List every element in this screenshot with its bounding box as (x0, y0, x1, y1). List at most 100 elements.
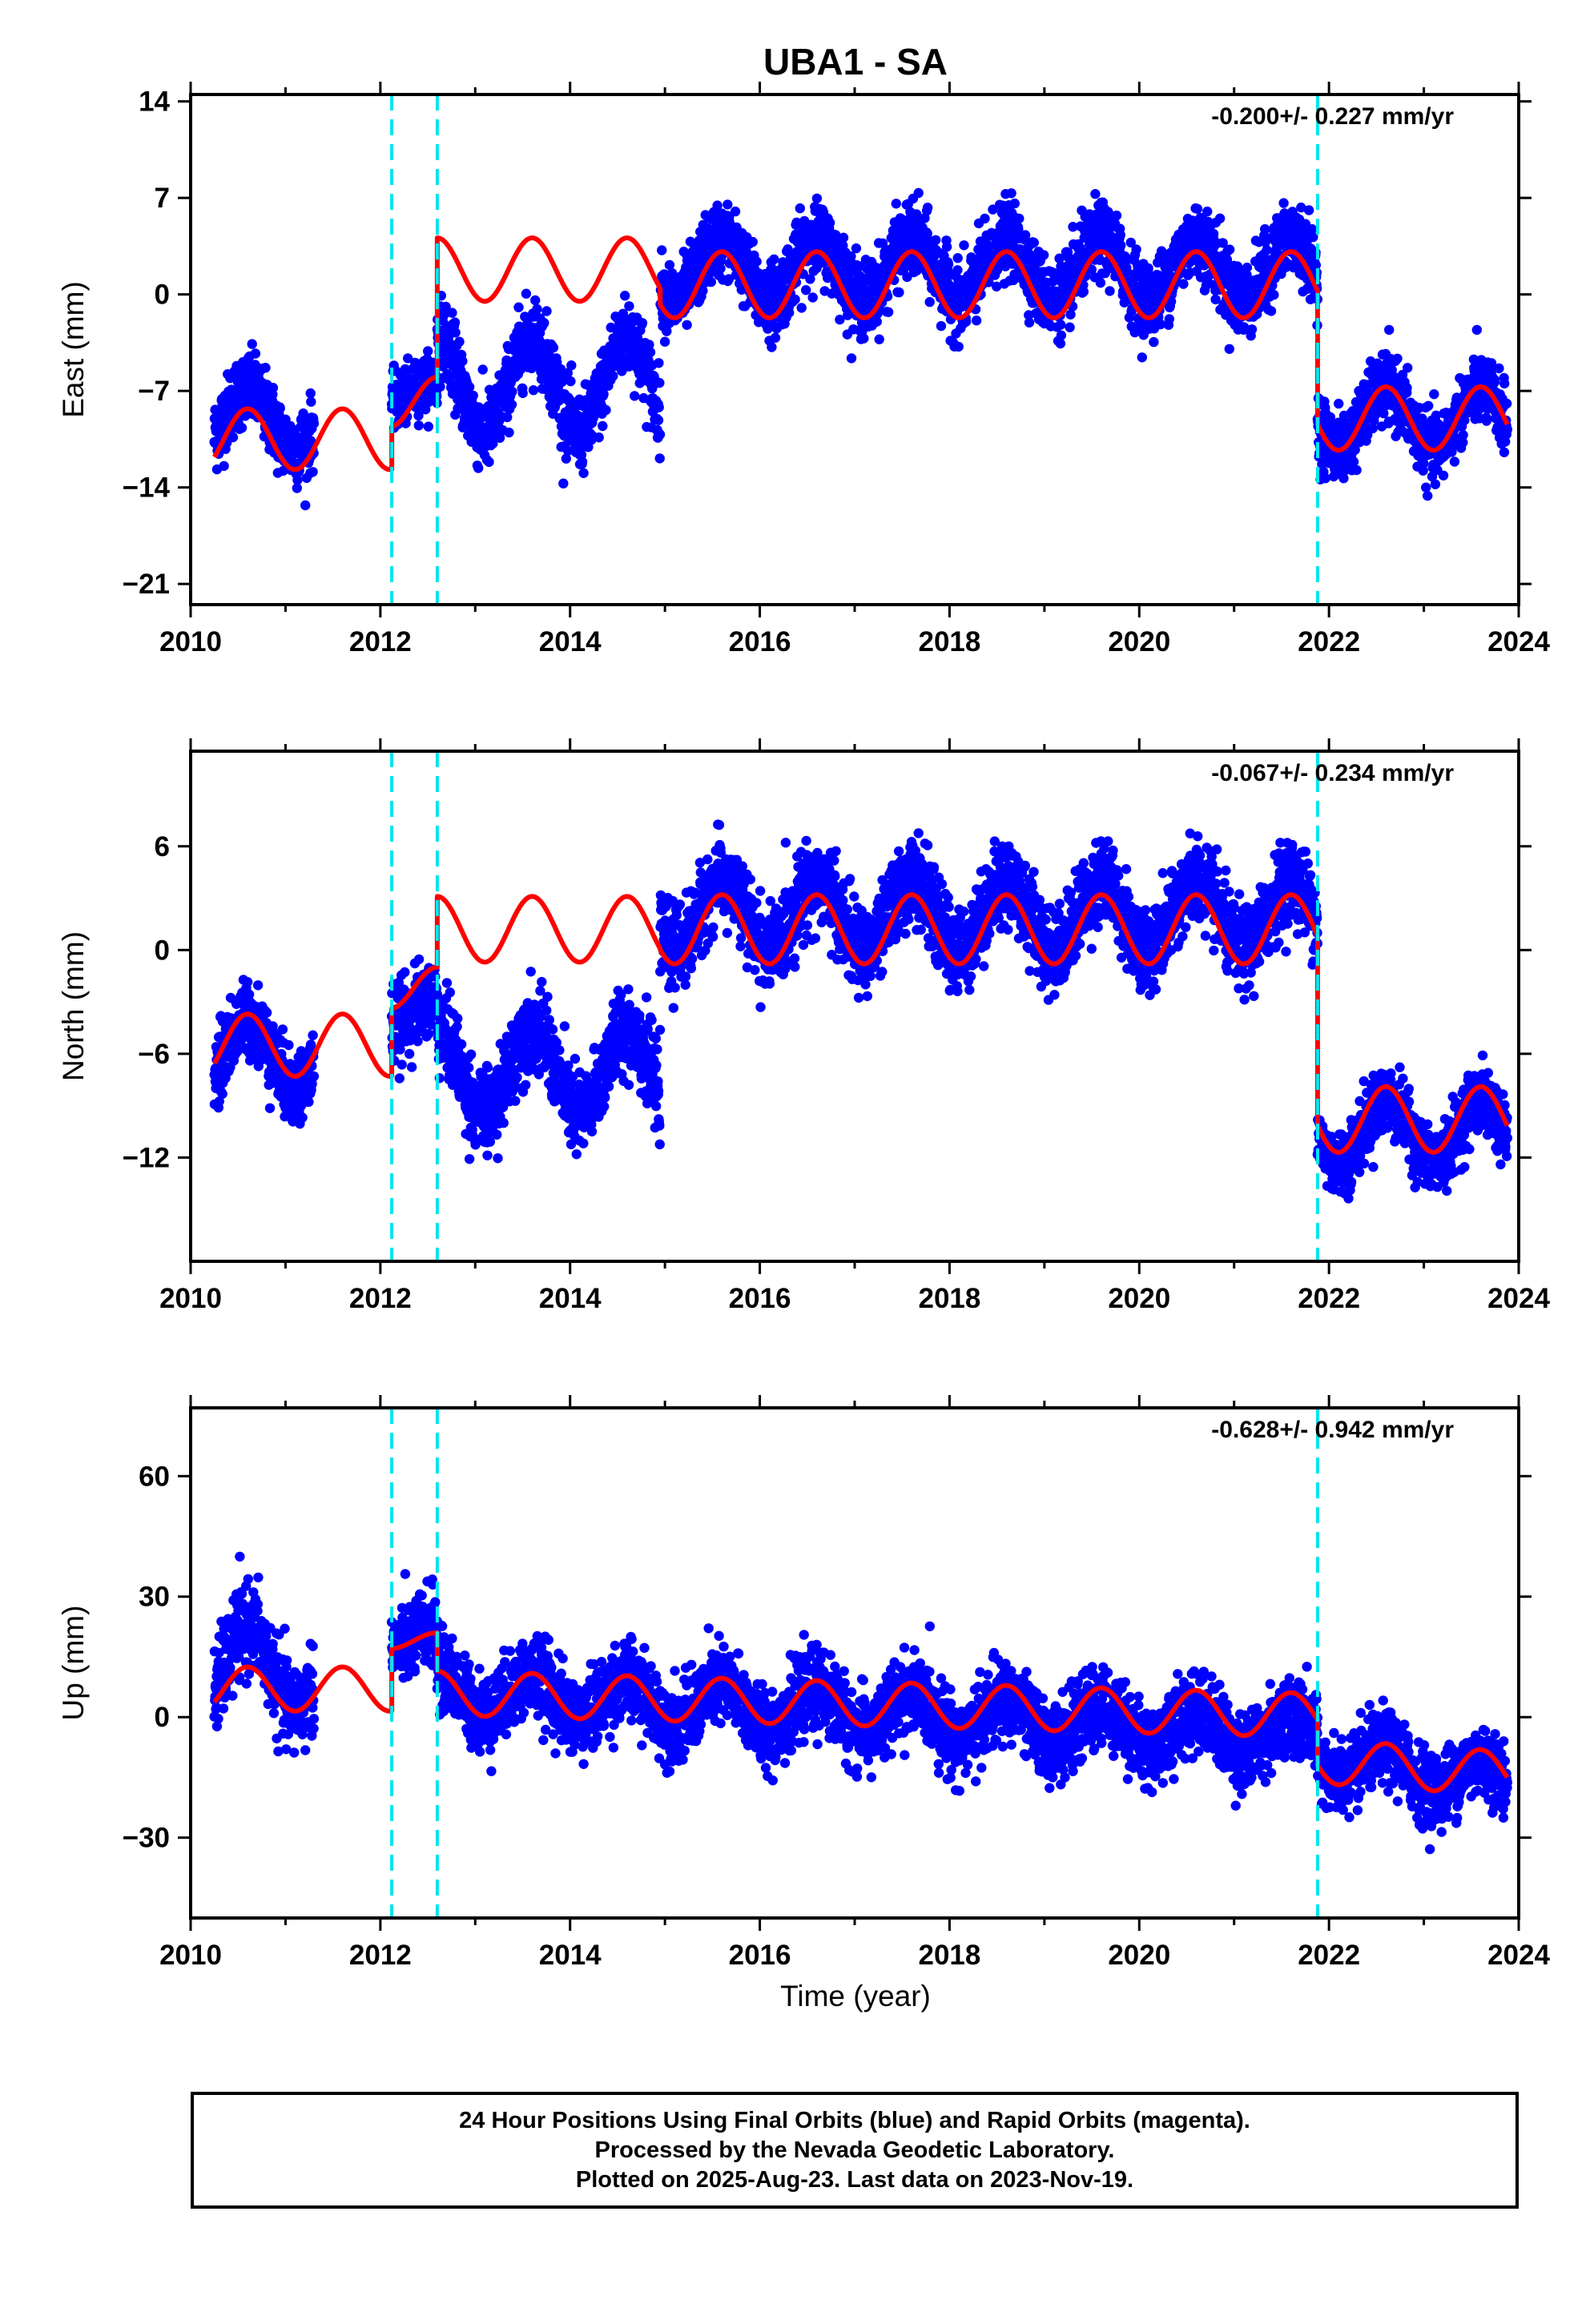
position-dot (1481, 416, 1492, 426)
position-dot (566, 376, 576, 387)
position-dot (533, 357, 544, 368)
position-dot (1065, 309, 1076, 320)
position-dot (244, 989, 255, 999)
position-dot (796, 303, 807, 313)
position-dot (654, 377, 665, 388)
position-dot (1056, 320, 1066, 330)
x-tick-label: 2010 (159, 626, 222, 657)
position-dot (706, 276, 716, 287)
position-dot (468, 390, 478, 401)
position-dot (1438, 470, 1449, 480)
position-dot (730, 206, 741, 217)
position-dot (824, 217, 835, 228)
position-dot (532, 304, 542, 315)
position-dot (1458, 430, 1468, 440)
position-dot (952, 253, 963, 263)
position-dot (931, 235, 941, 245)
position-dot (1131, 244, 1141, 255)
position-dot (723, 274, 735, 284)
position-dot (601, 404, 611, 416)
position-dot (439, 309, 449, 320)
position-dot (308, 418, 320, 428)
position-dot (413, 420, 424, 431)
position-dot (1402, 383, 1412, 393)
y-tick-label: 0 (155, 279, 170, 311)
position-dot (1078, 287, 1089, 297)
position-dot (664, 259, 675, 271)
x-tick-label: 2014 (539, 626, 602, 657)
position-dot (924, 296, 935, 308)
position-dot (1224, 244, 1235, 255)
position-dot (1262, 245, 1272, 255)
y-axis-label: East (mm) (57, 281, 90, 418)
position-dot (292, 483, 302, 493)
position-dot (1214, 213, 1226, 223)
position-dot (247, 339, 257, 349)
position-dot (403, 353, 413, 364)
position-dot (1137, 352, 1148, 363)
position-dot (528, 385, 539, 396)
position-dot (530, 295, 541, 306)
position-dot (620, 291, 630, 301)
position-dot (682, 320, 692, 330)
x-tick-label: 2018 (918, 626, 980, 657)
position-dot (423, 421, 433, 432)
position-dot (506, 400, 517, 410)
position-dot (1095, 255, 1105, 265)
position-dot (891, 199, 902, 209)
position-dot (1028, 237, 1040, 248)
x-tick-label: 2020 (1108, 626, 1170, 657)
position-dot (435, 381, 445, 392)
position-dot (1024, 317, 1035, 328)
position-dot (657, 245, 667, 255)
position-dot (1192, 203, 1203, 214)
y-tick-label: −21 (123, 569, 170, 600)
position-dot (980, 213, 990, 224)
figure-title: UBA1 - SA (763, 41, 948, 82)
position-dot (747, 236, 758, 247)
position-dot (654, 402, 664, 412)
position-dot (477, 364, 488, 375)
position-dot (712, 200, 723, 211)
position-dot (846, 353, 857, 364)
position-dot (654, 453, 665, 464)
position-dot (1116, 240, 1126, 251)
position-dot (698, 285, 708, 296)
position-dot (659, 336, 670, 347)
position-dot (1266, 306, 1277, 316)
position-dot (1384, 324, 1395, 336)
position-dot (1334, 398, 1344, 409)
position-dot (1242, 262, 1253, 273)
position-dot (1111, 210, 1122, 221)
position-dot (644, 340, 654, 350)
position-dot (1325, 412, 1336, 423)
position-dot (447, 308, 457, 318)
position-dot (851, 243, 862, 254)
position-dot (252, 980, 264, 991)
y-tick-label: −7 (138, 376, 170, 407)
position-dot (883, 307, 894, 317)
position-dot (941, 242, 952, 252)
x-tick-label: 2016 (729, 626, 791, 657)
position-dot (457, 356, 468, 367)
position-dot (1246, 324, 1258, 335)
position-dot (1501, 398, 1512, 409)
position-dot (811, 193, 823, 203)
position-dot (275, 403, 285, 414)
position-dot (441, 301, 451, 312)
position-dot (1119, 297, 1129, 308)
position-dot (473, 463, 484, 473)
position-dot (922, 228, 933, 239)
x-tick-label: 2012 (349, 626, 412, 657)
position-dot (562, 368, 573, 378)
position-dot (1086, 264, 1097, 275)
position-dot (1178, 279, 1189, 289)
position-dot (449, 317, 461, 328)
position-dot (268, 383, 279, 393)
position-dot (250, 348, 261, 359)
position-dot (504, 427, 514, 438)
position-dot (292, 475, 303, 485)
position-dot (1055, 338, 1066, 349)
x-tick-label: 2024 (1487, 626, 1550, 657)
